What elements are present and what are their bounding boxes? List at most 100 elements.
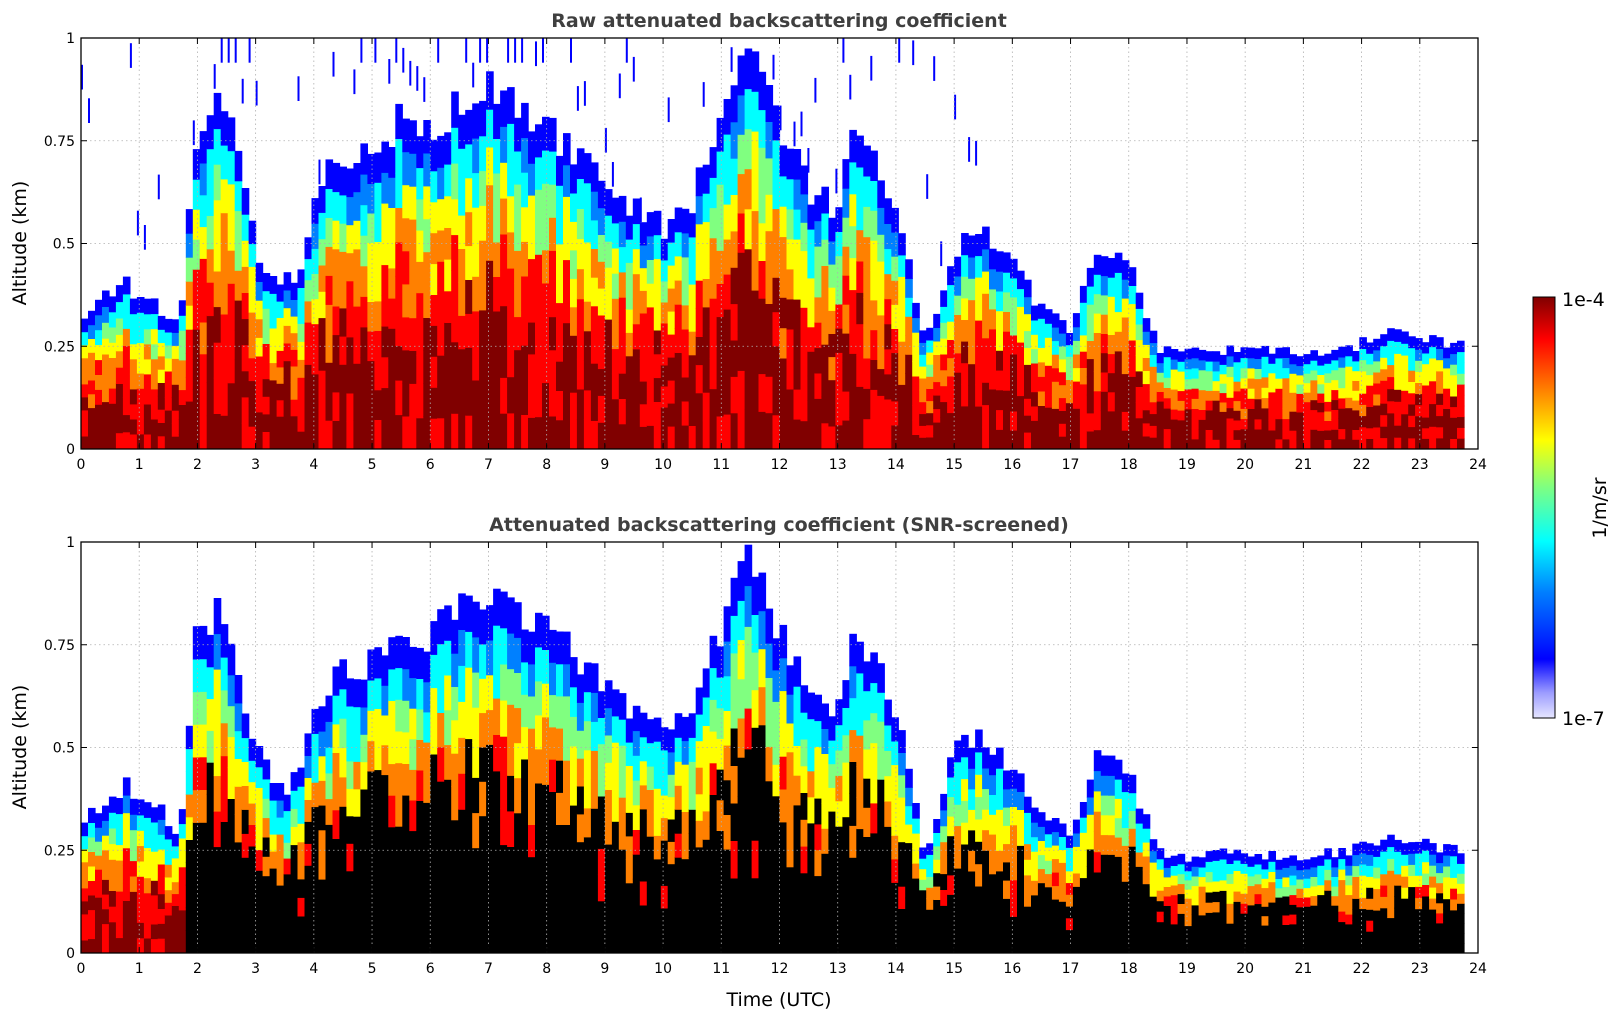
heatmap-cell — [730, 376, 739, 414]
heatmap-cell — [751, 210, 760, 251]
heatmap-cell — [688, 354, 697, 379]
heatmap-cell — [1107, 277, 1116, 297]
heatmap-cell — [1310, 379, 1318, 391]
heatmap-cell — [451, 127, 459, 164]
heatmap-cell — [150, 388, 159, 405]
heatmap-cell — [353, 679, 361, 708]
heatmap-cell — [514, 637, 522, 673]
heatmap-cell — [1261, 915, 1270, 926]
heatmap-cell — [898, 730, 906, 753]
heatmap-cell — [863, 865, 871, 896]
heatmap-cell — [870, 329, 878, 360]
heatmap-cell — [1191, 398, 1200, 409]
heatmap-cell — [248, 243, 257, 267]
heatmap-cell — [479, 135, 487, 172]
heatmap-cell — [95, 359, 103, 375]
heatmap-cell — [1156, 942, 1165, 953]
heatmap-cell — [402, 118, 410, 153]
heatmap-cell — [639, 222, 648, 246]
heatmap-cell — [933, 313, 941, 328]
heatmap-cell — [1184, 378, 1193, 390]
heatmap-cell — [709, 237, 718, 269]
heatmap-cell — [604, 925, 613, 953]
heatmap-cell — [646, 836, 655, 861]
heatmap-cell — [1177, 371, 1186, 382]
heatmap-cell — [1205, 360, 1214, 372]
heatmap-cell — [779, 690, 788, 724]
heatmap-cell — [290, 415, 299, 433]
heatmap-cell — [989, 893, 997, 914]
heatmap-cell — [1058, 384, 1067, 399]
heatmap-cell — [262, 343, 271, 362]
heatmap-cell — [807, 692, 815, 720]
heatmap-cell — [1037, 318, 1046, 334]
heatmap-cell — [563, 354, 571, 387]
heatmap-cell — [479, 815, 487, 851]
heatmap-cell — [234, 869, 243, 898]
heatmap-cell — [1268, 363, 1276, 374]
noise-speck — [625, 38, 628, 63]
heatmap-cell — [1254, 943, 1263, 953]
heatmap-cell — [395, 794, 403, 827]
heatmap-cell — [206, 182, 215, 216]
heatmap-cell — [744, 585, 753, 627]
heatmap-cell — [346, 168, 354, 198]
heatmap-cell — [891, 858, 899, 883]
heatmap-cell — [1010, 430, 1018, 449]
heatmap-cell — [954, 352, 962, 373]
heatmap-cell — [1436, 862, 1444, 874]
heatmap-cell — [807, 770, 815, 798]
heatmap-cell — [542, 316, 550, 350]
heatmap-cell — [702, 278, 711, 308]
heatmap-cell — [192, 209, 201, 240]
heatmap-cell — [583, 894, 592, 925]
x-tick-label: 20 — [1236, 457, 1254, 473]
x-tick-label: 2 — [193, 961, 202, 977]
heatmap-cell — [1142, 383, 1151, 398]
heatmap-cell — [1240, 893, 1249, 904]
heatmap-cell — [1219, 921, 1228, 933]
heatmap-cell — [192, 724, 201, 758]
heatmap-cell — [535, 319, 543, 353]
x-tick-label: 3 — [251, 457, 260, 473]
heatmap-cell — [178, 344, 187, 361]
heatmap-cell — [374, 677, 382, 709]
heatmap-cell — [437, 323, 445, 356]
noise-speck — [157, 174, 160, 200]
heatmap-cell — [800, 819, 809, 847]
heatmap-cell — [625, 765, 634, 790]
heatmap-cell — [395, 730, 403, 764]
heatmap-cell — [332, 895, 341, 925]
heatmap-cell — [737, 173, 746, 214]
heatmap-cell — [332, 695, 341, 725]
heatmap-cell — [1079, 817, 1088, 833]
heatmap-cell — [1065, 344, 1074, 357]
heatmap-cell — [395, 635, 403, 669]
heatmap-cell — [549, 856, 557, 889]
heatmap-cell — [1254, 408, 1263, 420]
heatmap-cell — [954, 314, 962, 335]
heatmap-cell — [807, 900, 815, 928]
heatmap-cell — [1324, 372, 1332, 383]
heatmap-cell — [1226, 903, 1235, 914]
heatmap-cell — [1114, 311, 1123, 332]
heatmap-cell — [1121, 899, 1130, 918]
heatmap-cell — [709, 921, 718, 953]
heatmap-cell — [570, 306, 578, 336]
noise-speck — [395, 38, 398, 63]
heatmap-cell — [479, 781, 487, 817]
heatmap-cell — [1275, 915, 1283, 926]
heatmap-cell — [192, 179, 201, 210]
heatmap-cell — [374, 800, 382, 832]
heatmap-cell — [940, 809, 948, 827]
heatmap-cell — [954, 783, 962, 805]
heatmap-cell — [122, 847, 131, 866]
heatmap-cell — [1268, 382, 1276, 393]
heatmap-cell — [1457, 340, 1465, 353]
heatmap-cell — [367, 390, 375, 421]
heatmap-cell — [842, 734, 850, 763]
heatmap-cell — [828, 929, 836, 953]
heatmap-cell — [88, 352, 96, 367]
heatmap-cell — [1415, 349, 1423, 361]
heatmap-cell — [556, 185, 564, 216]
